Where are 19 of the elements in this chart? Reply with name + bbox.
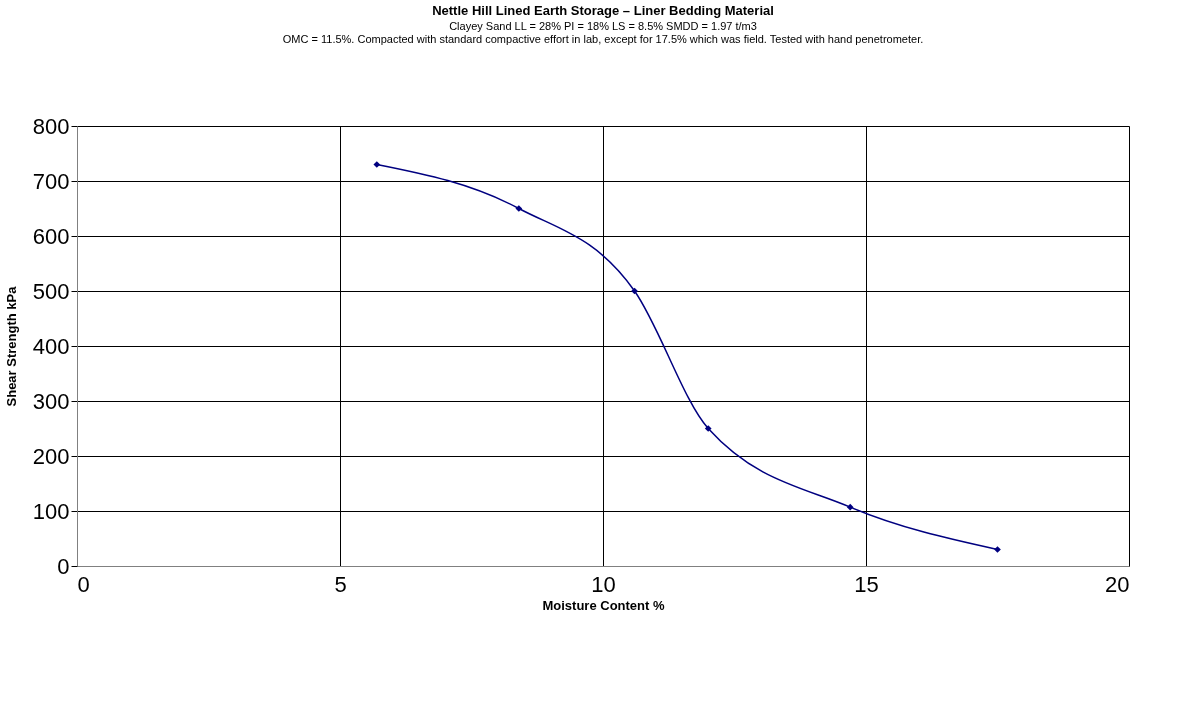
y-tick-label: 200: [32, 443, 70, 469]
y-tick-label: 300: [32, 388, 70, 414]
y-tick-label: 400: [32, 333, 70, 359]
y-tick-label: 500: [32, 278, 70, 304]
x-tick-label: 10: [591, 571, 616, 597]
x-tick-label: 15: [854, 571, 879, 597]
y-tick-label: 100: [32, 498, 70, 524]
text: OMC = 11.5%. Compacted with standard compactive effort in lab, except for 17.5% which was field. Tested with hand penetrometer.: [282, 33, 924, 45]
x-axis-title: Moisture Content %: [542, 597, 665, 613]
chart-title: Nettle Hill Lined Earth Storage – Liner Bedding Material: [432, 3, 774, 18]
y-tick-label: 0: [57, 553, 70, 579]
y-axis-title: Shear Strength kPa: [3, 285, 19, 407]
text: Clayey Sand LL = 28% PI = 18% LS = 8.5% SMDD = 1.97 t/m3: [449, 20, 757, 32]
y-tick-label: 800: [32, 113, 70, 139]
x-tick-label: 0: [77, 571, 90, 597]
x-tick-label: 20: [1105, 571, 1130, 597]
y-tick-label: 600: [32, 223, 70, 249]
x-tick-label: 5: [334, 571, 347, 597]
y-tick-label: 700: [32, 168, 70, 194]
